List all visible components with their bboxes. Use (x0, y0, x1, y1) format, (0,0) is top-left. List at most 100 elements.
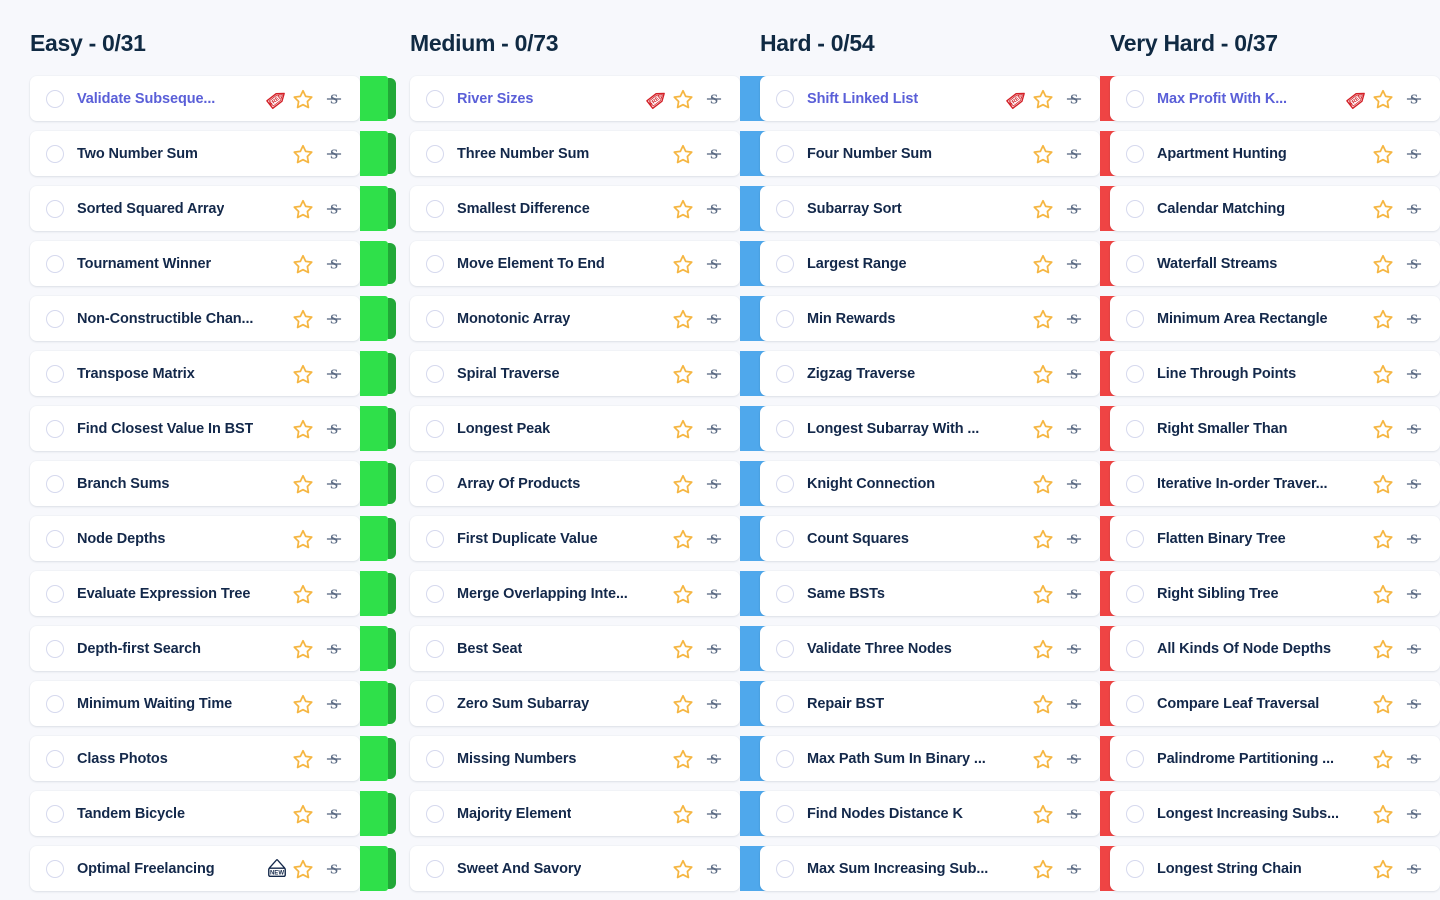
star-icon[interactable] (1032, 198, 1054, 220)
star-icon[interactable] (292, 198, 314, 220)
question-row[interactable]: Max Sum Increasing Sub... S (760, 846, 1136, 891)
question-title[interactable]: Evaluate Expression Tree (77, 585, 251, 602)
question-row[interactable]: Palindrome Partitioning ... S (1110, 736, 1440, 781)
completed-radio[interactable] (776, 474, 794, 493)
question-title[interactable]: Majority Element (457, 805, 572, 822)
strikethrough-s-icon[interactable]: S (1404, 584, 1424, 604)
strikethrough-s-icon[interactable]: S (324, 419, 344, 439)
question-title[interactable]: Longest Subarray With ... (807, 420, 980, 437)
completed-radio[interactable] (46, 199, 64, 218)
question-title[interactable]: Flatten Binary Tree (1157, 530, 1286, 547)
completed-radio[interactable] (1126, 859, 1144, 878)
star-icon[interactable] (672, 693, 694, 715)
completed-radio[interactable] (1126, 694, 1144, 713)
star-icon[interactable] (292, 363, 314, 385)
completed-radio[interactable] (776, 639, 794, 658)
completed-radio[interactable] (46, 804, 64, 823)
star-icon[interactable] (672, 803, 694, 825)
question-row[interactable]: Node Depths S (30, 516, 396, 561)
strikethrough-s-icon[interactable]: S (324, 364, 344, 384)
question-row[interactable]: Validate Three Nodes S (760, 626, 1136, 671)
question-title[interactable]: Minimum Area Rectangle (1157, 310, 1328, 327)
strikethrough-s-icon[interactable]: S (324, 694, 344, 714)
strikethrough-s-icon[interactable]: S (1404, 309, 1424, 329)
completed-radio[interactable] (46, 639, 64, 658)
question-title[interactable]: Class Photos (77, 750, 168, 767)
question-title[interactable]: Depth-first Search (77, 640, 201, 657)
question-row[interactable]: Repair BST S (760, 681, 1136, 726)
star-icon[interactable] (1032, 143, 1054, 165)
completed-radio[interactable] (46, 529, 64, 548)
question-title[interactable]: Knight Connection (807, 475, 935, 492)
strikethrough-s-icon[interactable]: S (1064, 529, 1084, 549)
question-title[interactable]: Array Of Products (457, 475, 581, 492)
strikethrough-s-icon[interactable]: S (704, 584, 724, 604)
completed-radio[interactable] (776, 309, 794, 328)
star-icon[interactable] (672, 583, 694, 605)
question-title[interactable]: Two Number Sum (77, 145, 198, 162)
strikethrough-s-icon[interactable]: S (704, 639, 724, 659)
strikethrough-s-icon[interactable]: S (704, 419, 724, 439)
question-row[interactable]: Right Smaller Than S (1110, 406, 1440, 451)
completed-radio[interactable] (776, 419, 794, 438)
question-row[interactable]: Max Profit With K... FREE S (1110, 76, 1440, 121)
star-icon[interactable] (1372, 253, 1394, 275)
completed-radio[interactable] (426, 419, 444, 438)
star-icon[interactable] (672, 858, 694, 880)
question-row[interactable]: Branch Sums S (30, 461, 396, 506)
strikethrough-s-icon[interactable]: S (324, 199, 344, 219)
question-row[interactable]: Find Closest Value In BST S (30, 406, 396, 451)
completed-radio[interactable] (776, 694, 794, 713)
strikethrough-s-icon[interactable]: S (324, 254, 344, 274)
question-title[interactable]: Branch Sums (77, 475, 170, 492)
strikethrough-s-icon[interactable]: S (324, 804, 344, 824)
strikethrough-s-icon[interactable]: S (1404, 804, 1424, 824)
star-icon[interactable] (1372, 418, 1394, 440)
question-row[interactable]: Longest Increasing Subs... S (1110, 791, 1440, 836)
question-row[interactable]: Apartment Hunting S (1110, 131, 1440, 176)
star-icon[interactable] (292, 143, 314, 165)
star-icon[interactable] (292, 253, 314, 275)
star-icon[interactable] (1372, 638, 1394, 660)
star-icon[interactable] (672, 363, 694, 385)
question-row[interactable]: Spiral Traverse S (410, 351, 776, 396)
question-title[interactable]: Right Sibling Tree (1157, 585, 1279, 602)
question-title[interactable]: Longest Peak (457, 420, 551, 437)
question-row[interactable]: Validate Subseque... FREE S (30, 76, 396, 121)
question-row[interactable]: Waterfall Streams S (1110, 241, 1440, 286)
question-title[interactable]: Node Depths (77, 530, 166, 547)
completed-radio[interactable] (776, 89, 794, 108)
strikethrough-s-icon[interactable]: S (704, 144, 724, 164)
question-title[interactable]: Largest Range (807, 255, 907, 272)
completed-radio[interactable] (1126, 419, 1144, 438)
question-title[interactable]: Four Number Sum (807, 145, 932, 162)
completed-radio[interactable] (426, 309, 444, 328)
question-title[interactable]: Max Path Sum In Binary ... (807, 750, 986, 767)
completed-radio[interactable] (1126, 749, 1144, 768)
question-row[interactable]: Monotonic Array S (410, 296, 776, 341)
question-title[interactable]: Apartment Hunting (1157, 145, 1287, 162)
star-icon[interactable] (1372, 308, 1394, 330)
strikethrough-s-icon[interactable]: S (704, 529, 724, 549)
completed-radio[interactable] (776, 254, 794, 273)
question-row[interactable]: Max Path Sum In Binary ... S (760, 736, 1136, 781)
strikethrough-s-icon[interactable]: S (1404, 529, 1424, 549)
star-icon[interactable] (1372, 858, 1394, 880)
star-icon[interactable] (292, 693, 314, 715)
star-icon[interactable] (1372, 88, 1394, 110)
question-title[interactable]: Max Profit With K... (1157, 90, 1287, 107)
strikethrough-s-icon[interactable]: S (324, 144, 344, 164)
question-row[interactable]: Sorted Squared Array S (30, 186, 396, 231)
completed-radio[interactable] (426, 749, 444, 768)
question-title[interactable]: Smallest Difference (457, 200, 590, 217)
question-row[interactable]: Transpose Matrix S (30, 351, 396, 396)
question-title[interactable]: Spiral Traverse (457, 365, 560, 382)
question-title[interactable]: Best Seat (457, 640, 523, 657)
strikethrough-s-icon[interactable]: S (704, 859, 724, 879)
strikethrough-s-icon[interactable]: S (1404, 694, 1424, 714)
question-title[interactable]: Validate Three Nodes (807, 640, 952, 657)
question-row[interactable]: Shift Linked List FREE S (760, 76, 1136, 121)
question-row[interactable]: Zigzag Traverse S (760, 351, 1136, 396)
question-row[interactable]: Smallest Difference S (410, 186, 776, 231)
question-title[interactable]: Line Through Points (1157, 365, 1297, 382)
